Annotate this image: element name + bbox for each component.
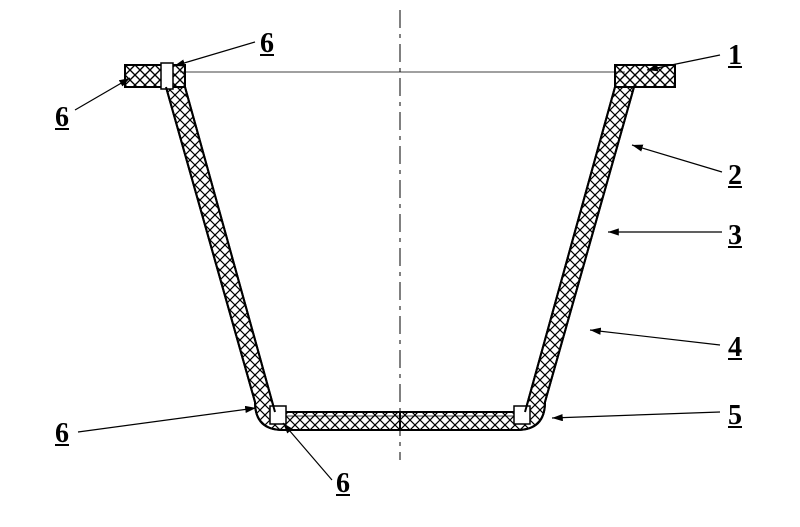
label-6a: 6 bbox=[260, 28, 274, 60]
label-6d: 6 bbox=[336, 468, 350, 500]
right-wall bbox=[400, 65, 675, 430]
leader-6d bbox=[283, 423, 332, 480]
leader-6b bbox=[75, 78, 130, 110]
label-2: 2 bbox=[728, 160, 742, 192]
label-1: 1 bbox=[728, 40, 742, 72]
inner-left-taper bbox=[185, 87, 275, 412]
left-flange-detail bbox=[125, 65, 185, 87]
notch-bottom-right bbox=[514, 406, 530, 424]
leader-4 bbox=[590, 330, 720, 345]
notch-bottom-left bbox=[270, 406, 286, 424]
notch-top-left bbox=[161, 63, 173, 89]
label-5: 5 bbox=[728, 400, 742, 432]
leader-1 bbox=[647, 55, 720, 70]
right-flange-detail bbox=[615, 65, 675, 87]
leader-5 bbox=[552, 412, 720, 418]
leader-6a bbox=[174, 42, 255, 66]
label-3: 3 bbox=[728, 220, 742, 252]
label-4: 4 bbox=[728, 332, 742, 364]
leader-6c bbox=[78, 408, 256, 432]
label-6b: 6 bbox=[55, 102, 69, 134]
outer-right-taper bbox=[545, 87, 634, 402]
outer-left-taper bbox=[166, 87, 255, 402]
inner-right-taper bbox=[525, 87, 615, 412]
leader-2 bbox=[632, 145, 722, 172]
left-wall bbox=[125, 65, 400, 430]
label-6c: 6 bbox=[55, 418, 69, 450]
